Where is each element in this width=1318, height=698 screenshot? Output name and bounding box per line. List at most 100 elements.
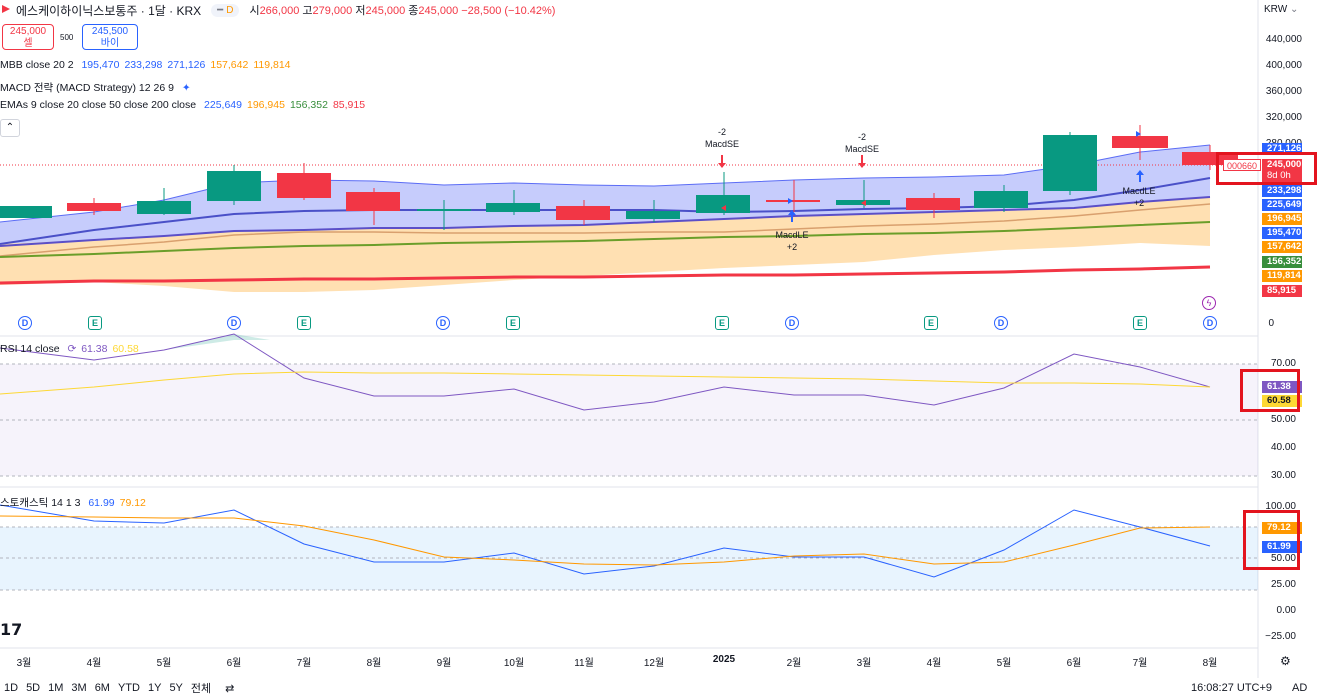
time-axis-label: 8월 [366, 658, 382, 669]
indicator-legend-macd[interactable]: MACD 전략 (MACD Strategy) 12 26 9 ✦ [0, 82, 191, 94]
highlight-box [1216, 152, 1317, 185]
rsi-ma-tag: 60.58 [1262, 395, 1302, 407]
range-5y[interactable]: 5Y [169, 682, 183, 694]
rsi-axis-label: 40.00 [1270, 442, 1296, 453]
chevron-up-icon: ⌃ [5, 122, 15, 133]
candle [1112, 136, 1168, 148]
candle [277, 173, 331, 198]
tradingview-logo[interactable]: 17 [0, 620, 23, 639]
candle [696, 195, 750, 213]
sell-button[interactable]: 245,000 셀 [2, 24, 54, 50]
price-tag: 195,470 [1262, 227, 1302, 239]
sparkle-icon: ✦ [181, 82, 191, 94]
dividend-event-icon[interactable]: D [436, 316, 450, 330]
ema-20-line [0, 203, 1211, 257]
collapse-legend-button[interactable]: ⌃ [0, 119, 20, 137]
dividend-event-icon[interactable]: D [18, 316, 32, 330]
indicator-legend-emas[interactable]: EMAs 9 close 20 close 50 close 200 close… [0, 99, 366, 111]
earnings-event-icon[interactable]: E [924, 316, 938, 330]
clock-readout[interactable]: 16:08:27 UTC+9 [1191, 682, 1273, 694]
earnings-event-icon[interactable]: E [88, 316, 102, 330]
range-1m[interactable]: 1M [48, 682, 64, 694]
price-tag: 225,649 [1262, 199, 1302, 211]
candle [137, 201, 191, 214]
time-axis-label: 6월 [1066, 658, 1082, 669]
stoch-axis-label: 25.00 [1270, 579, 1296, 590]
chart-header: 에스케이하이닉스보통주 · 1달 · KRX ━ D 시266,000 고279,… [0, 0, 555, 20]
candle [346, 192, 400, 211]
signal-label-macdse: -2 MacdSE [844, 132, 879, 154]
range-1d[interactable]: 1D [4, 682, 19, 694]
candle [486, 203, 540, 212]
price-tag: 85,915 [1262, 285, 1302, 297]
range-1y[interactable]: 1Y [147, 682, 162, 694]
time-axis-label: 5월 [156, 658, 172, 669]
stoch-legend[interactable]: 스토캐스틱 14 1 3 61.99 79.12 [0, 497, 146, 509]
signal-label-macdle: MacdLE +2 [775, 230, 809, 252]
rsi-axis-label: 50.00 [1270, 414, 1296, 425]
countdown-tag: 8d 0h [1262, 170, 1302, 182]
earnings-event-icon[interactable]: E [297, 316, 311, 330]
time-axis-label: 6월 [226, 658, 242, 669]
settings-gear-icon[interactable]: ⚙ [1280, 654, 1291, 668]
rsi-legend[interactable]: RSI 14 close ⟳ 61.38 60.58 [0, 343, 139, 355]
signal-label-macdse: -2 MacdSE [704, 127, 739, 149]
price-tag: 196,945 [1262, 213, 1302, 225]
stoch-axis-label: −25.00 [1265, 631, 1296, 642]
rsi-line [0, 333, 1211, 411]
price-axis-label: 0 [1268, 318, 1274, 329]
stoch-axis-label: 50.00 [1270, 553, 1296, 564]
dividend-event-icon[interactable]: D [994, 316, 1008, 330]
stoch-d-tag: 79.12 [1262, 522, 1302, 534]
date-range-icon[interactable]: ⇄ [225, 682, 235, 695]
time-axis-label: 8월 [1202, 658, 1218, 669]
price-tag: 233,298 [1262, 185, 1302, 197]
events-row: D E D E D E E D E D E D [0, 316, 1258, 332]
candles [0, 125, 1238, 230]
stoch-d-line [0, 515, 1211, 566]
stoch-band [0, 527, 1258, 590]
time-axis-label: 9월 [436, 658, 452, 669]
ema-200-line [0, 265, 1211, 285]
symbol-title[interactable]: 에스케이하이닉스보통주 · 1달 · KRX [16, 3, 202, 18]
price-axis-label: 320,000 [1265, 112, 1302, 123]
stoch-axis-label: 100.00 [1265, 501, 1296, 512]
candle [556, 206, 610, 220]
dividend-event-icon[interactable]: D [785, 316, 799, 330]
earnings-event-icon[interactable]: E [715, 316, 729, 330]
candle [626, 211, 680, 219]
mbb-upper-fill [0, 145, 1210, 244]
rsi-axis-label: 70.00 [1270, 358, 1296, 369]
candle [417, 209, 471, 211]
time-axis-label: 4월 [926, 658, 942, 669]
candle [207, 171, 261, 201]
time-axis-label: 7월 [296, 658, 312, 669]
time-axis-label: 2월 [786, 658, 802, 669]
quantity-field[interactable]: 500 [60, 33, 74, 42]
timeframe-pill[interactable]: ━ D [211, 3, 240, 17]
price-axis-label: 360,000 [1265, 86, 1302, 97]
range-ytd[interactable]: YTD [117, 682, 140, 694]
currency-selector[interactable]: KRW ⌄ [1264, 4, 1299, 15]
price-tag: 119,814 [1262, 270, 1302, 282]
earnings-event-icon[interactable]: E [1133, 316, 1147, 330]
lightning-icon[interactable]: ϟ [1202, 296, 1216, 310]
adjust-toggle[interactable]: AD [1292, 682, 1308, 694]
indicator-legend-mbb[interactable]: MBB close 20 2 195,470 233,298 271,126 157,… [0, 59, 291, 71]
dividend-event-icon[interactable]: D [1203, 316, 1217, 330]
range-all[interactable]: 전체 [190, 683, 212, 695]
time-axis-label: 2025 [712, 654, 736, 665]
eye-icon: ━ [217, 4, 224, 16]
range-3m[interactable]: 3M [71, 682, 87, 694]
stoch-k-line [0, 504, 1211, 578]
dividend-event-icon[interactable]: D [227, 316, 241, 330]
candle [974, 191, 1028, 208]
highlight-box [1240, 369, 1300, 412]
candle [906, 198, 960, 210]
range-6m[interactable]: 6M [94, 682, 110, 694]
ema-9-line [0, 196, 1211, 247]
buy-button[interactable]: 245,500 바이 [82, 24, 138, 50]
earnings-event-icon[interactable]: E [506, 316, 520, 330]
range-5d[interactable]: 5D [26, 682, 41, 694]
